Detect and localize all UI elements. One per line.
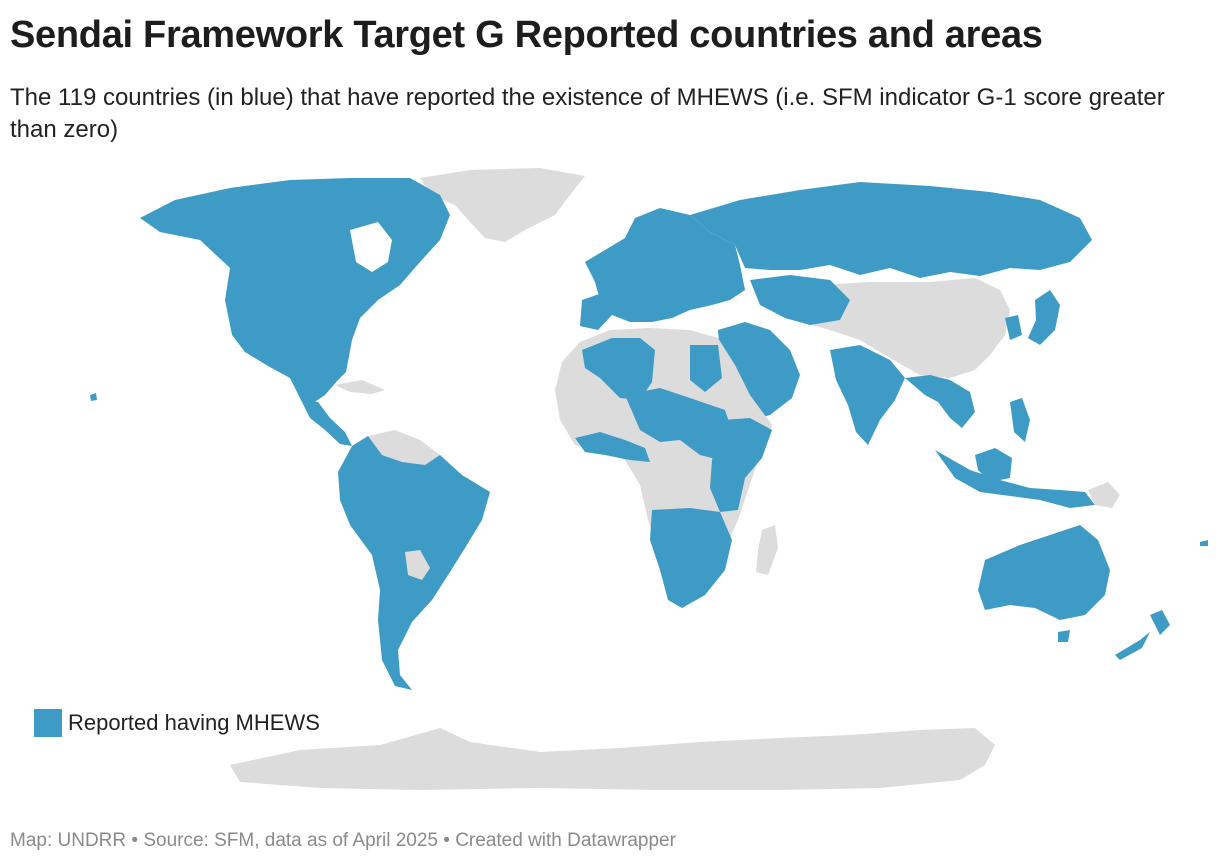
region-papua-new-guinea [1088,482,1120,508]
region-new-zealand [1115,610,1170,660]
region-venezuela [368,430,440,465]
region-borneo [975,448,1012,482]
region-korea [1005,315,1022,340]
legend-swatch-reported [34,709,62,737]
region-russia [690,182,1092,278]
region-australia [978,525,1110,620]
region-philippines [1010,398,1030,442]
chart-subtitle: The 119 countries (in blue) that have re… [10,84,1165,143]
region-iberia [580,292,612,330]
source-footer: Map: UNDRR • Source: SFM, data as of Apr… [10,830,676,851]
region-north-africa [582,338,655,400]
region-hudson-bay [350,222,392,272]
world-map [90,168,1208,790]
region-paraguay [405,550,430,580]
chart-title: Sendai Framework Target G Reported count… [10,14,1043,56]
legend-label-reported: Reported having MHEWS [68,710,320,735]
map-legend: Reported having MHEWS [34,708,320,738]
region-west-africa [575,432,650,462]
region-antarctica [230,728,995,790]
region-madagascar [756,525,778,575]
region-egypt [690,345,722,392]
region-central-america [300,398,352,446]
region-north-america [140,178,450,405]
region-east-africa [710,418,772,512]
region-fiji [1200,540,1208,546]
region-caribbean [335,380,385,394]
region-southeast-asia [905,375,975,428]
region-europe [585,208,745,322]
region-southern-africa [650,508,732,608]
region-india [830,345,905,445]
region-hawaii [90,393,97,401]
region-indonesia [935,450,1095,508]
region-central-africa [625,388,735,460]
region-central-asia [750,275,850,325]
region-tasmania [1058,630,1070,642]
region-japan [1028,290,1060,345]
region-greenland [420,168,585,242]
